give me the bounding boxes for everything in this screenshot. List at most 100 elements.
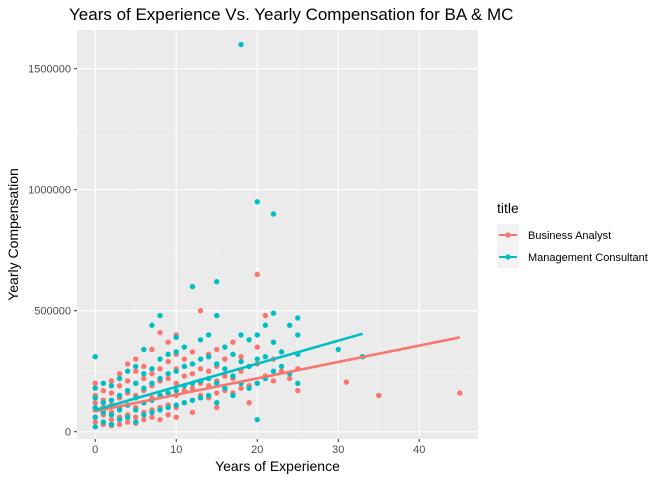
data-point — [181, 363, 188, 370]
data-point — [278, 349, 285, 355]
data-point — [141, 412, 147, 418]
data-point — [157, 375, 163, 382]
data-point — [157, 356, 163, 362]
data-point — [165, 375, 171, 382]
data-point — [270, 339, 277, 345]
data-point — [165, 370, 171, 377]
data-point — [157, 407, 163, 413]
legend-item-business-analyst: Business Analyst — [497, 224, 611, 246]
data-point — [108, 390, 115, 396]
data-point — [173, 349, 179, 355]
data-point — [133, 407, 139, 413]
data-point — [165, 404, 171, 411]
data-point — [270, 378, 277, 384]
data-point — [205, 354, 212, 360]
data-point — [254, 356, 260, 362]
x-tick-label: 0 — [92, 444, 98, 456]
data-point — [108, 397, 115, 403]
x-tick-label: 10 — [170, 444, 182, 456]
data-point — [181, 399, 188, 406]
data-point — [141, 375, 147, 382]
legend-key-point — [505, 254, 511, 260]
data-point — [214, 278, 220, 285]
data-point — [124, 387, 131, 394]
data-point — [157, 329, 163, 336]
data-point — [230, 339, 236, 345]
data-point — [189, 361, 196, 367]
y-axis-title: Yearly Compensation — [5, 168, 21, 301]
data-point — [173, 368, 179, 374]
data-point — [165, 390, 171, 396]
data-point — [295, 387, 301, 394]
data-point — [262, 322, 269, 328]
data-point — [165, 339, 171, 345]
data-point — [157, 416, 163, 423]
data-point — [92, 419, 98, 425]
plot-panel — [77, 30, 478, 439]
data-point — [141, 346, 147, 353]
data-point — [173, 380, 179, 387]
data-point — [197, 308, 204, 314]
data-point — [165, 412, 171, 418]
data-point — [214, 380, 220, 387]
legend-key-point — [505, 232, 511, 238]
data-point — [295, 380, 301, 387]
data-point — [295, 315, 301, 321]
data-point — [92, 424, 98, 430]
data-point — [246, 337, 252, 343]
data-point — [214, 404, 220, 411]
data-point — [149, 380, 155, 387]
y-tick-label: 0 — [65, 427, 71, 439]
data-point — [116, 392, 123, 399]
data-point — [133, 356, 139, 362]
data-point — [295, 332, 301, 338]
data-point — [230, 373, 236, 379]
data-point — [108, 421, 115, 428]
data-point — [214, 390, 220, 396]
data-point — [92, 395, 98, 401]
data-point — [286, 322, 293, 328]
data-point — [205, 368, 212, 374]
trend-lines — [94, 332, 461, 413]
data-point — [222, 385, 228, 391]
data-point — [214, 312, 220, 319]
data-point — [205, 392, 212, 399]
data-point — [197, 337, 204, 343]
data-point — [254, 380, 260, 387]
data-point — [149, 414, 155, 420]
x-axis-title: Years of Experience — [215, 458, 340, 474]
data-point — [254, 199, 260, 205]
data-point — [116, 375, 123, 382]
data-point — [116, 407, 123, 413]
data-point — [116, 421, 123, 428]
data-point — [270, 310, 277, 316]
data-point — [116, 383, 123, 389]
data-point — [141, 363, 147, 370]
data-point — [222, 344, 228, 350]
data-point — [124, 361, 131, 367]
chart-title: Years of Experience Vs. Yearly Compensat… — [69, 5, 513, 24]
data-point — [238, 354, 244, 360]
data-point — [286, 375, 293, 382]
data-point — [230, 392, 236, 399]
data-point — [149, 370, 155, 377]
y-tick-label: 500000 — [34, 306, 71, 318]
trend-line — [94, 332, 363, 412]
data-point — [214, 399, 220, 406]
data-point — [238, 385, 244, 391]
data-point — [157, 366, 163, 372]
data-point — [149, 409, 155, 416]
legend-label-management-consultant: Management Consultant — [528, 252, 648, 264]
data-point — [116, 370, 123, 377]
data-point — [92, 399, 98, 406]
data-point — [189, 370, 196, 377]
data-point — [173, 414, 179, 420]
data-point — [270, 368, 277, 374]
data-point — [133, 380, 139, 387]
data-point — [100, 419, 107, 425]
data-point — [173, 334, 179, 341]
legend-title: title — [497, 200, 519, 216]
data-point — [197, 356, 204, 362]
data-point — [133, 363, 139, 370]
